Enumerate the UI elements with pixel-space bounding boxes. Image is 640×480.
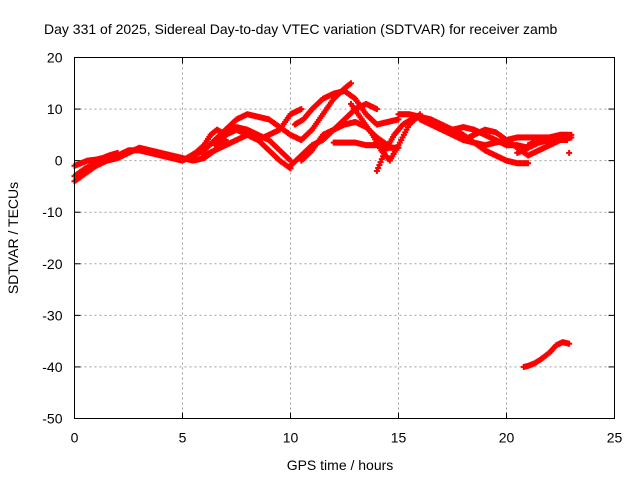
x-tick-label: 10 — [283, 430, 299, 446]
y-tick-label: 20 — [47, 50, 63, 66]
data-point — [298, 106, 305, 113]
y-axis-label: SDTVAR / TECUs — [5, 182, 21, 294]
y-tick-label: -20 — [42, 256, 62, 272]
data-point — [568, 134, 575, 141]
y-axis-label-group: SDTVAR / TECUs — [5, 182, 21, 294]
y-tick-label: -50 — [42, 411, 62, 427]
y-tick-label: -10 — [42, 204, 62, 220]
data-point — [347, 80, 354, 87]
x-axis-label: GPS time / hours — [287, 457, 394, 473]
y-tick-label: 10 — [47, 101, 63, 117]
x-tick-label: 0 — [71, 430, 79, 446]
x-tick-label: 5 — [179, 430, 187, 446]
data-points — [71, 80, 575, 370]
chart-title: Day 331 of 2025, Sidereal Day-to-day VTE… — [44, 21, 557, 37]
y-tick-label: -30 — [42, 307, 62, 323]
data-point — [563, 131, 570, 138]
axis-ticks: 0 5 10 15 20 25 20 10 0 -10 -20 -30 -40 -50 — [42, 50, 622, 446]
x-tick-label: 25 — [607, 430, 623, 446]
data-point — [563, 137, 570, 144]
y-tick-label: -40 — [42, 359, 62, 375]
plot-frame — [74, 57, 615, 419]
data-point — [395, 116, 402, 123]
x-tick-label: 20 — [499, 430, 515, 446]
data-point — [566, 340, 573, 347]
data-point — [525, 160, 532, 167]
data-point — [566, 149, 573, 156]
x-tick-label: 15 — [391, 430, 407, 446]
y-tick-label: 0 — [55, 153, 63, 169]
data-point — [114, 149, 121, 156]
data-point — [373, 106, 380, 113]
